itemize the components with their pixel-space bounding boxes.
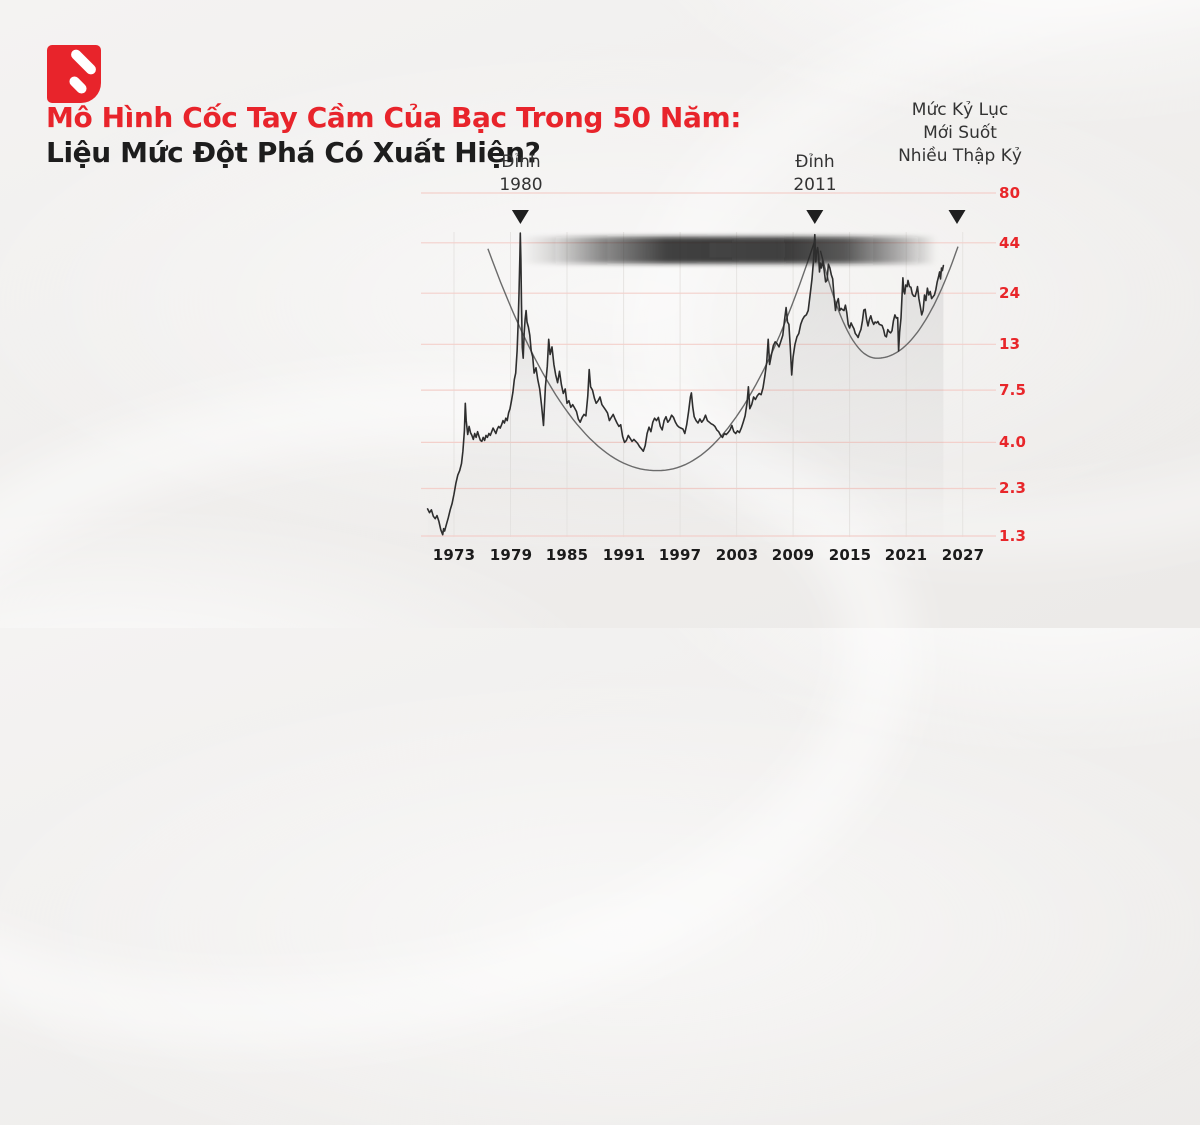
x-tick-label: 1979: [489, 546, 533, 564]
annotation-line: 1980: [499, 175, 543, 195]
big-cup-curve: [487, 238, 816, 472]
x-tick-label: 1985: [545, 546, 589, 564]
page-title-line1: Mô Hình Cốc Tay Cầm Của Bạc Trong 50 Năm…: [46, 101, 742, 134]
x-tick-label: 1997: [658, 546, 702, 564]
y-tick-label: 7.5: [999, 381, 1027, 399]
x-tick-label: 2009: [771, 546, 815, 564]
annotation-record: Mức Kỷ Lục Mới Suốt Nhiều Thập Kỷ: [880, 99, 1040, 168]
y-tick-label: 80: [999, 184, 1021, 202]
annotation-line: 2011: [793, 175, 837, 195]
price-area: [427, 233, 944, 545]
peak-2011-marker: [806, 210, 824, 224]
annotation-line: Đỉnh: [501, 152, 541, 172]
x-tick-label: 2003: [715, 546, 759, 564]
annotation-line: Nhiều Thập Kỷ: [898, 146, 1022, 166]
annotation-line: Mới Suốt: [923, 123, 997, 143]
y-tick-label: 4.0: [999, 433, 1027, 451]
x-tick-label: 2015: [828, 546, 872, 564]
y-tick-label: 24: [999, 284, 1021, 302]
x-tick-label: 1973: [432, 546, 476, 564]
annotation-line: Mức Kỷ Lục: [911, 100, 1009, 120]
annotation-peak-2011: Đỉnh 2011: [755, 151, 875, 197]
resistance-band: [520, 236, 937, 264]
record-marker: [948, 210, 966, 224]
x-tick-label: 1991: [602, 546, 646, 564]
y-tick-label: 13: [999, 335, 1021, 353]
annotation-line: Đỉnh: [795, 152, 835, 172]
peak-1980-marker: [511, 210, 529, 224]
y-tick-label: 1.3: [999, 527, 1027, 545]
x-tick-label: 2027: [941, 546, 985, 564]
y-tick-label: 44: [999, 234, 1021, 252]
silver-price-line: [426, 232, 945, 536]
page-title-line2: Liệu Mức Đột Phá Có Xuất Hiện?: [46, 136, 541, 169]
annotation-peak-1980: Đỉnh 1980: [461, 151, 581, 197]
handle-cup-curve: [819, 246, 959, 359]
x-tick-label: 2021: [884, 546, 928, 564]
brand-logo: [47, 45, 101, 103]
silver-price-chart: [421, 192, 996, 545]
y-tick-label: 2.3: [999, 479, 1027, 497]
